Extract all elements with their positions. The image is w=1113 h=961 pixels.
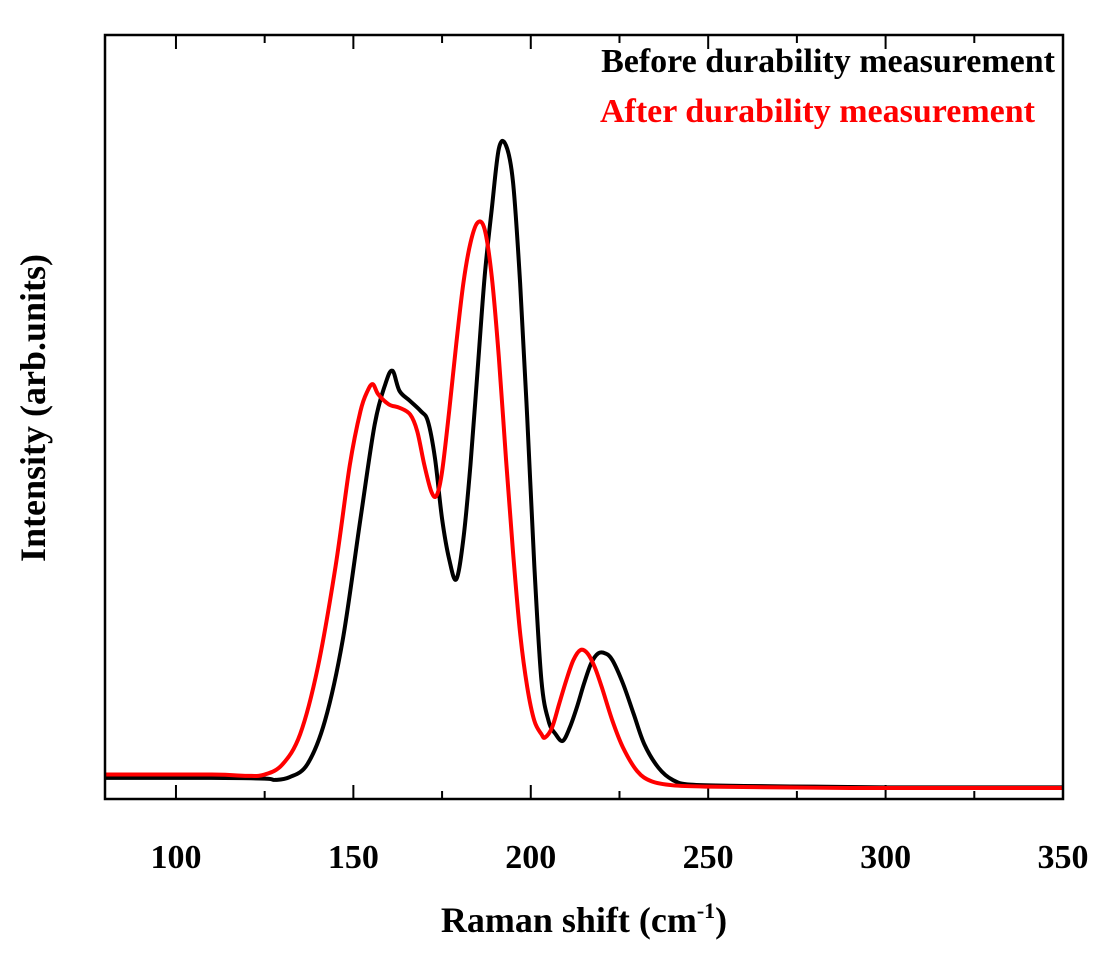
x-axis-label-main: Raman shift (cm xyxy=(441,900,697,940)
y-axis-label: Intensity (arb.units) xyxy=(13,254,53,562)
x-tick-label-150: 150 xyxy=(328,839,379,876)
plot-frame xyxy=(103,33,1065,801)
legend: Before durability measurement After dura… xyxy=(600,43,1056,130)
x-axis-label-suffix: ) xyxy=(715,900,727,940)
series-line-after xyxy=(104,219,1063,791)
x-tick-label-300: 300 xyxy=(860,839,911,876)
x-tick-label-250: 250 xyxy=(683,839,734,876)
x-axis-tick-labels: 100 150 200 250 300 350 xyxy=(150,839,1088,876)
x-tick-label-350: 350 xyxy=(1038,839,1089,876)
legend-entry-after: After durability measurement xyxy=(600,93,1036,130)
legend-entry-before: Before durability measurement xyxy=(601,43,1056,80)
x-axis-label: Raman shift (cm-1) xyxy=(441,898,727,940)
x-tick-label-100: 100 xyxy=(150,839,201,876)
x-axis-label-superscript: -1 xyxy=(697,898,715,923)
x-tick-label-200: 200 xyxy=(505,839,556,876)
series-line-before xyxy=(104,138,1063,790)
x-axis-ticks xyxy=(174,35,1064,799)
series-layer xyxy=(104,138,1063,791)
